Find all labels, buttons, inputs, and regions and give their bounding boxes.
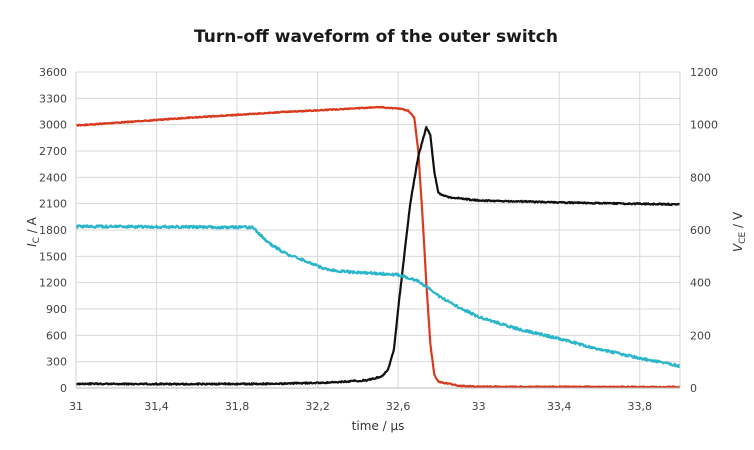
- y-right-tick-label: 0: [690, 382, 697, 395]
- y-right-tick-label: 200: [690, 329, 711, 342]
- x-tick-label: 32,6: [386, 400, 411, 413]
- y-right-tick-label: 600: [690, 224, 711, 237]
- y-left-axis-subscript: C: [32, 237, 42, 243]
- y-left-tick-label: 3000: [39, 119, 67, 132]
- y-left-tick-label: 0: [60, 382, 67, 395]
- x-tick-label: 33: [472, 400, 486, 413]
- y-right-axis-symbol: V: [731, 243, 745, 252]
- y-left-tick-label: 300: [46, 356, 67, 369]
- x-tick-label: 31,8: [225, 400, 250, 413]
- y-left-tick-label: 1800: [39, 224, 67, 237]
- chart-title: Turn-off waveform of the outer switch: [194, 27, 558, 47]
- y-right-tick-label: 1200: [690, 66, 718, 79]
- series-layer: [75, 105, 681, 389]
- y-left-tick-label: 3300: [39, 92, 67, 105]
- y-left-tick-label: 2400: [39, 171, 67, 184]
- y-right-tick-label: 800: [690, 171, 711, 184]
- x-tick-label: 33,4: [547, 400, 572, 413]
- x-axis-ticks: 31 31,4 31,8 32,2 32,6 33 33,4 33,8: [69, 400, 652, 413]
- y-left-axis-symbol: I: [25, 243, 39, 247]
- series-collector-emitter-voltage-black: [75, 125, 681, 386]
- y-right-axis-subscript: CE: [738, 232, 748, 244]
- y-left-tick-label: 600: [46, 329, 67, 342]
- y-right-tick-label: 1000: [690, 119, 718, 132]
- y-left-tick-label: 2100: [39, 198, 67, 211]
- y-right-tick-label: 400: [690, 277, 711, 290]
- y-left-tick-label: 3600: [39, 66, 67, 79]
- y-left-axis-label: IC / A: [25, 216, 42, 247]
- x-tick-label: 33,8: [627, 400, 652, 413]
- series-gate-voltage-cyan: [75, 224, 681, 369]
- grid-lines: [76, 71, 680, 388]
- x-tick-label: 31,4: [144, 400, 169, 413]
- y-right-axis-label: VCE / V: [731, 211, 748, 252]
- plot-frame: [75, 72, 681, 389]
- y-left-tick-label: 2700: [39, 145, 67, 158]
- y-left-tick-label: 1500: [39, 250, 67, 263]
- series-collector-current-red: [75, 105, 681, 389]
- x-axis-label: time / µs: [352, 419, 405, 433]
- y-left-axis-ticks: 0 300 600 900 1200 1500 1800 2100 2400 2700 3000 33…: [39, 66, 67, 395]
- y-right-axis-unit: / V: [731, 211, 745, 232]
- y-right-axis-ticks: 0 200 400 600 800 1000 1200: [690, 66, 718, 395]
- x-tick-label: 32,2: [305, 400, 330, 413]
- x-tick-label: 31: [69, 400, 83, 413]
- y-left-tick-label: 1200: [39, 277, 67, 290]
- y-left-tick-label: 900: [46, 303, 67, 316]
- y-left-axis-unit: / A: [25, 216, 39, 237]
